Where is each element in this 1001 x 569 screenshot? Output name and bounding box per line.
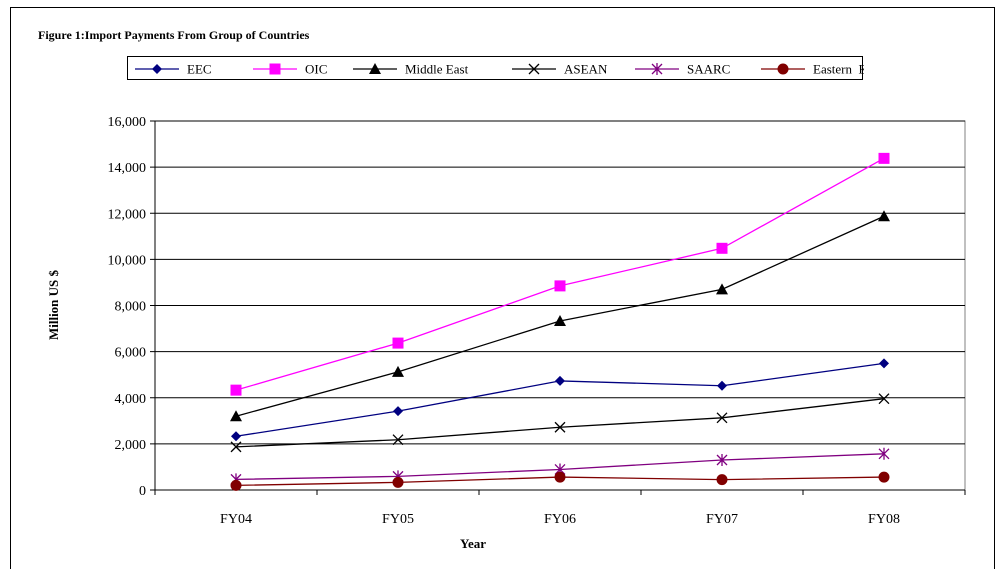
legend-marker (651, 63, 663, 75)
data-point (716, 283, 728, 295)
data-point (554, 421, 566, 433)
legend-marker (269, 63, 281, 75)
legend-marker (528, 63, 540, 75)
y-tick-label: 10,000 (108, 253, 147, 268)
data-point (716, 474, 728, 486)
series-line (235, 362, 885, 437)
data-point (393, 406, 403, 417)
data-point (554, 280, 566, 292)
y-tick-label: 8,000 (115, 300, 147, 315)
data-point (230, 479, 242, 491)
data-point (231, 431, 241, 442)
legend-graphic: EEC OIC Middle East ASEAN SAARC Eastern Europ… (135, 62, 864, 77)
legend-label: SAARC (687, 62, 730, 77)
data-point (717, 380, 727, 391)
data-point (555, 375, 565, 386)
x-axis-label: Year (460, 536, 486, 551)
y-tick-label: 6,000 (115, 346, 147, 361)
data-point (392, 337, 404, 349)
series-asean (230, 393, 890, 453)
data-point (392, 434, 404, 446)
data-point (230, 441, 242, 453)
data-point (879, 358, 889, 369)
legend-entry-oic: OIC (253, 62, 327, 77)
legend-marker (369, 63, 381, 74)
y-tick-label: 12,000 (108, 207, 147, 222)
y-tick-label: 14,000 (108, 161, 147, 176)
data-point (230, 410, 242, 422)
data-point (878, 393, 890, 405)
data-point (716, 454, 728, 467)
legend-entry-asean: ASEAN (512, 62, 608, 77)
legend-marker (152, 64, 162, 74)
data-point (392, 365, 404, 377)
data-point (230, 384, 242, 396)
data-point (716, 242, 728, 254)
y-tick-label: 16,000 (108, 115, 147, 130)
legend-label: Middle East (405, 62, 469, 77)
series-eastern-europe (230, 471, 890, 491)
legend-label: Eastern Europe (813, 62, 864, 77)
y-tick-label: 4,000 (115, 392, 147, 407)
y-tick-label: 0 (139, 484, 146, 499)
series-middle-east (230, 210, 890, 422)
chart-title: Figure 1:Import Payments From Group of C… (38, 28, 310, 42)
x-tick-label: FY06 (544, 512, 576, 527)
series-eec (231, 358, 889, 442)
data-point (878, 152, 890, 164)
x-tick-label: FY05 (382, 512, 414, 527)
x-tick-label: FY07 (706, 512, 738, 527)
data-point (716, 412, 728, 424)
data-point (878, 447, 890, 460)
legend-entry-eastern-europe: Eastern Europe (761, 62, 864, 77)
x-tick-label: FY08 (868, 512, 900, 527)
data-point (392, 476, 404, 488)
legend-label: ASEAN (564, 62, 608, 77)
data-point (878, 471, 890, 483)
series-line (235, 157, 885, 391)
data-point (554, 314, 566, 326)
x-tick-label: FY04 (220, 512, 252, 527)
series-line (235, 398, 885, 448)
y-axis-label: Million US $ (46, 269, 61, 340)
legend-entry-saarc: SAARC (635, 62, 730, 77)
legend-marker (777, 63, 789, 75)
y-tick-label: 2,000 (115, 438, 147, 453)
chart-frame (10, 7, 995, 569)
data-point (554, 471, 566, 483)
legend: EEC OIC Middle East ASEAN SAARC Eastern Europ… (127, 56, 864, 80)
legend-label: EEC (187, 62, 212, 77)
legend-label: OIC (305, 62, 327, 77)
legend-entry-middle-east: Middle East (353, 62, 469, 77)
series-oic (230, 152, 890, 396)
legend-entry-eec: EEC (135, 62, 212, 77)
data-point (878, 210, 890, 222)
